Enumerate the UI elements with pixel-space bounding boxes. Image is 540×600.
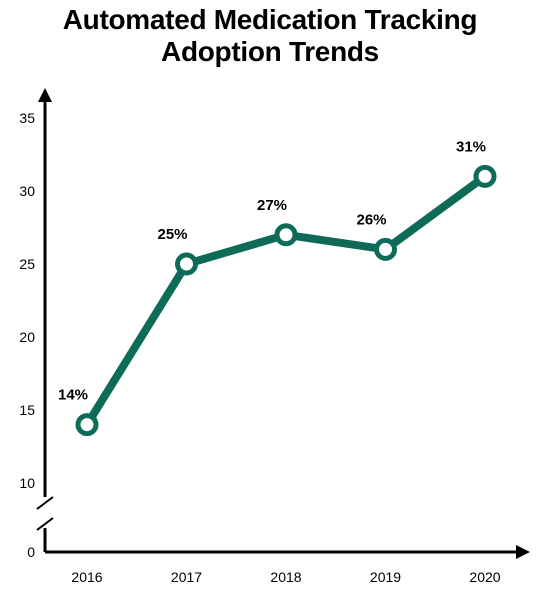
- markers: [75, 164, 497, 437]
- y-tick-label: 35: [19, 110, 35, 126]
- y-tick-label: 30: [19, 183, 35, 199]
- y-tick-label: 0: [27, 544, 35, 560]
- x-tick-label: 2017: [171, 569, 202, 585]
- data-point: [274, 223, 298, 247]
- data-label: 26%: [356, 211, 386, 228]
- y-tick-label: 15: [19, 402, 35, 418]
- data-label: 25%: [157, 226, 187, 243]
- x-tick-label: 2018: [270, 569, 301, 585]
- axis-break-mark: [36, 496, 54, 510]
- axes: 0 10 15 20 25 30 35 2016 2017 2018 2019 2020: [19, 88, 530, 585]
- data-point: [175, 252, 198, 276]
- data-label: 14%: [58, 387, 88, 404]
- y-tick-label: 25: [19, 256, 35, 272]
- data-point: [473, 164, 497, 188]
- data-point: [374, 237, 397, 261]
- y-axis-arrow: [38, 88, 52, 102]
- data-point: [75, 413, 99, 437]
- chart-title: Automated Medication Tracking Adoption T…: [0, 4, 540, 68]
- axis-break-mark: [36, 517, 54, 531]
- x-tick-label: 2020: [469, 569, 500, 585]
- data-label: 27%: [257, 197, 287, 214]
- y-tick-label: 10: [19, 475, 35, 491]
- chart-title-line-2: Adoption Trends: [161, 36, 379, 67]
- x-tick-label: 2016: [71, 569, 102, 585]
- y-tick-label: 20: [19, 329, 35, 345]
- data-labels: 14% 25% 27% 26% 31%: [58, 138, 486, 403]
- chart-title-line-1: Automated Medication Tracking: [62, 4, 478, 35]
- x-tick-label: 2019: [370, 569, 401, 585]
- data-label: 31%: [456, 138, 486, 155]
- x-axis-arrow: [516, 545, 530, 559]
